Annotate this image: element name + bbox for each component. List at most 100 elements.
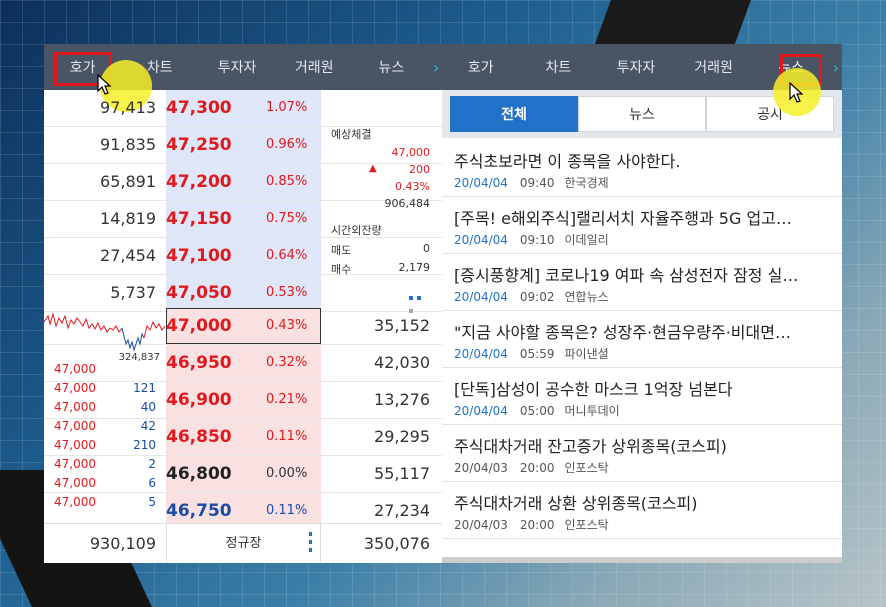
expected-price: 47,000	[391, 146, 431, 159]
news-list: 주식초보라면 이 종목을 사야한다. 20/04/04 09:40 한국경제 [주목…	[442, 138, 842, 539]
news-title: [증시풍향계] 코로나19 여파 속 삼성전자 잠정 실…	[454, 266, 799, 285]
news-date: 20/04/04	[454, 176, 508, 190]
news-item[interactable]: [증시풍향계] 코로나19 여파 속 삼성전자 잠정 실… 20/04/04 09…	[442, 254, 842, 311]
bid-qty: 42,030	[374, 353, 430, 372]
expected-label: 예상체결	[331, 128, 372, 141]
ask-price: 47,250	[166, 135, 232, 155]
news-item[interactable]: [주목! e해외주식]랠리서치 자율주행과 5G 업고… 20/04/04 09:…	[442, 197, 842, 254]
tab-broker[interactable]: 거래원	[694, 60, 733, 76]
trade-row: 47,000	[54, 362, 96, 376]
expected-pct: 0.43%	[395, 180, 430, 193]
news-time: 20:00	[519, 518, 555, 532]
news-item[interactable]: "지금 사야할 종목은? 성장주·현금우량주·비대면… 20/04/04 05:5…	[442, 311, 842, 368]
news-item[interactable]: [단독]삼성이 공수한 마스크 1억장 넘본다 20/04/04 05:00 머니투…	[442, 368, 842, 425]
bid-qty: 13,276	[374, 390, 430, 409]
ask-pct: 0.85%	[266, 174, 308, 189]
chevron-right-icon[interactable]: ›	[432, 57, 440, 77]
trade-row: 47,000 210	[54, 438, 156, 452]
ask-row[interactable]: 97,413 47,300 1.07%	[44, 90, 442, 127]
news-item[interactable]: 주식대차거래 잔고증가 상위종목(코스피) 20/04/03 20:00 인포스탁	[442, 425, 842, 482]
sell-value: 0	[423, 242, 430, 255]
news-source: 머니투데이	[564, 404, 620, 418]
trade-row: 47,000 5	[54, 495, 156, 509]
orderbook-screen: 호가 차트 투자자 거래원 뉴스 › 97,413 47,300 1.07% 9…	[44, 44, 442, 563]
bid-price: 46,900	[166, 390, 232, 410]
trade-row: 47,000 6	[54, 476, 156, 490]
tab-news[interactable]: 뉴스	[378, 60, 405, 76]
up-arrow-icon: ▲	[369, 163, 377, 174]
trade-row: 47,000 2	[54, 457, 156, 471]
filter-all[interactable]: 전체	[450, 96, 578, 132]
news-meta: 20/04/04 09:02 연합뉴스	[454, 288, 842, 305]
trade-ticks: 47,000 47,000 121 47,000 40 47,000 42 47,00…	[44, 362, 166, 522]
news-time: 05:59	[519, 347, 555, 361]
ask-row[interactable]: 5,737 47,050 0.53%	[44, 275, 442, 312]
news-date: 20/04/04	[454, 404, 508, 418]
news-source: 인포스탁	[564, 518, 609, 532]
news-meta: 20/04/04 09:40 한국경제	[454, 174, 842, 191]
bid-row[interactable]: 46,800 0.00% 55,117	[44, 456, 442, 493]
current-price: 47,000	[166, 316, 232, 336]
ask-qty: 5,737	[110, 283, 156, 302]
current-price-row[interactable]: 47,000 0.43% 35,152	[44, 308, 442, 345]
ask-row[interactable]: 27,454 47,100 0.64%	[44, 238, 442, 275]
ask-pct: 0.75%	[266, 211, 308, 226]
filter-news[interactable]: 뉴스	[578, 96, 706, 132]
news-time: 20:00	[519, 461, 555, 475]
news-time: 05:00	[519, 404, 555, 418]
ask-price-cell	[166, 164, 321, 200]
expected-volume: 906,484	[384, 197, 431, 210]
current-price-cell	[166, 308, 321, 344]
ask-price-cell	[166, 238, 321, 274]
news-source: 파이낸셜	[564, 347, 609, 361]
ask-qty: 91,835	[100, 135, 156, 154]
intraday-line	[44, 312, 166, 352]
ask-price-cell	[166, 275, 321, 311]
page-indicator	[409, 290, 427, 313]
news-meta: 20/04/03 20:00 인포스탁	[454, 516, 842, 533]
tab-investor[interactable]: 투자자	[616, 60, 656, 76]
ask-pct: 1.07%	[266, 100, 308, 115]
ask-row[interactable]: 14,819 47,150 0.75%	[44, 201, 442, 238]
bid-row[interactable]: 46,900 0.21% 13,276	[44, 382, 442, 419]
session-selector[interactable]: 정규장	[166, 523, 321, 563]
chevron-right-icon[interactable]: ›	[832, 57, 840, 77]
current-pct: 0.43%	[266, 318, 308, 333]
trade-row: 47,000 40	[54, 400, 156, 414]
bid-price: 46,800	[166, 464, 232, 484]
bid-pct: 0.00%	[266, 466, 308, 481]
news-date: 20/04/03	[454, 461, 508, 475]
ask-price-cell	[166, 201, 321, 237]
news-source: 연합뉴스	[564, 290, 609, 304]
ask-pct: 0.96%	[266, 137, 308, 152]
ask-row[interactable]: 91,835 47,250 0.96%	[44, 127, 442, 164]
tab-orderbook[interactable]: 호가	[69, 60, 96, 76]
trade-row: 47,000 121	[54, 381, 156, 395]
more-icon	[309, 531, 312, 552]
ask-price: 47,050	[166, 283, 232, 303]
tab-broker[interactable]: 거래원	[294, 60, 334, 76]
bid-price: 46,850	[166, 427, 232, 447]
tab-chart[interactable]: 차트	[545, 60, 572, 76]
list-edge	[442, 557, 842, 563]
trade-row: 47,000 42	[54, 419, 156, 433]
tab-chart[interactable]: 차트	[146, 60, 173, 76]
cursor-icon	[789, 82, 804, 103]
bid-price: 46,950	[166, 353, 232, 373]
sell-label: 매도	[331, 244, 352, 257]
news-meta: 20/04/04 05:00 머니투데이	[454, 402, 842, 419]
tab-orderbook[interactable]: 호가	[467, 60, 494, 76]
orderbook-footer: 930,109 정규장 350,076	[44, 523, 442, 563]
ask-row[interactable]: 65,891 47,200 0.85%	[44, 164, 442, 201]
news-item[interactable]: 주식대차거래 상환 상위종목(코스피) 20/04/03 20:00 인포스탁	[442, 482, 842, 539]
ask-qty: 65,891	[100, 172, 156, 191]
bid-row[interactable]: 46,950 0.32% 42,030	[44, 345, 442, 382]
news-item[interactable]: 주식초보라면 이 종목을 사야한다. 20/04/04 09:40 한국경제	[442, 140, 842, 197]
intraday-mini-chart: 324,837	[44, 304, 166, 364]
bid-pct: 0.21%	[266, 392, 308, 407]
bid-row[interactable]: 46,850 0.11% 29,295	[44, 419, 442, 456]
ask-qty: 27,454	[100, 246, 156, 265]
tab-investor[interactable]: 투자자	[217, 60, 257, 76]
news-title: 주식초보라면 이 종목을 사야한다.	[454, 152, 681, 171]
news-screen: 호가 차트 투자자 거래원 뉴스 › 전체 뉴스 공시 주식초보라면 이 종목을…	[442, 44, 842, 563]
